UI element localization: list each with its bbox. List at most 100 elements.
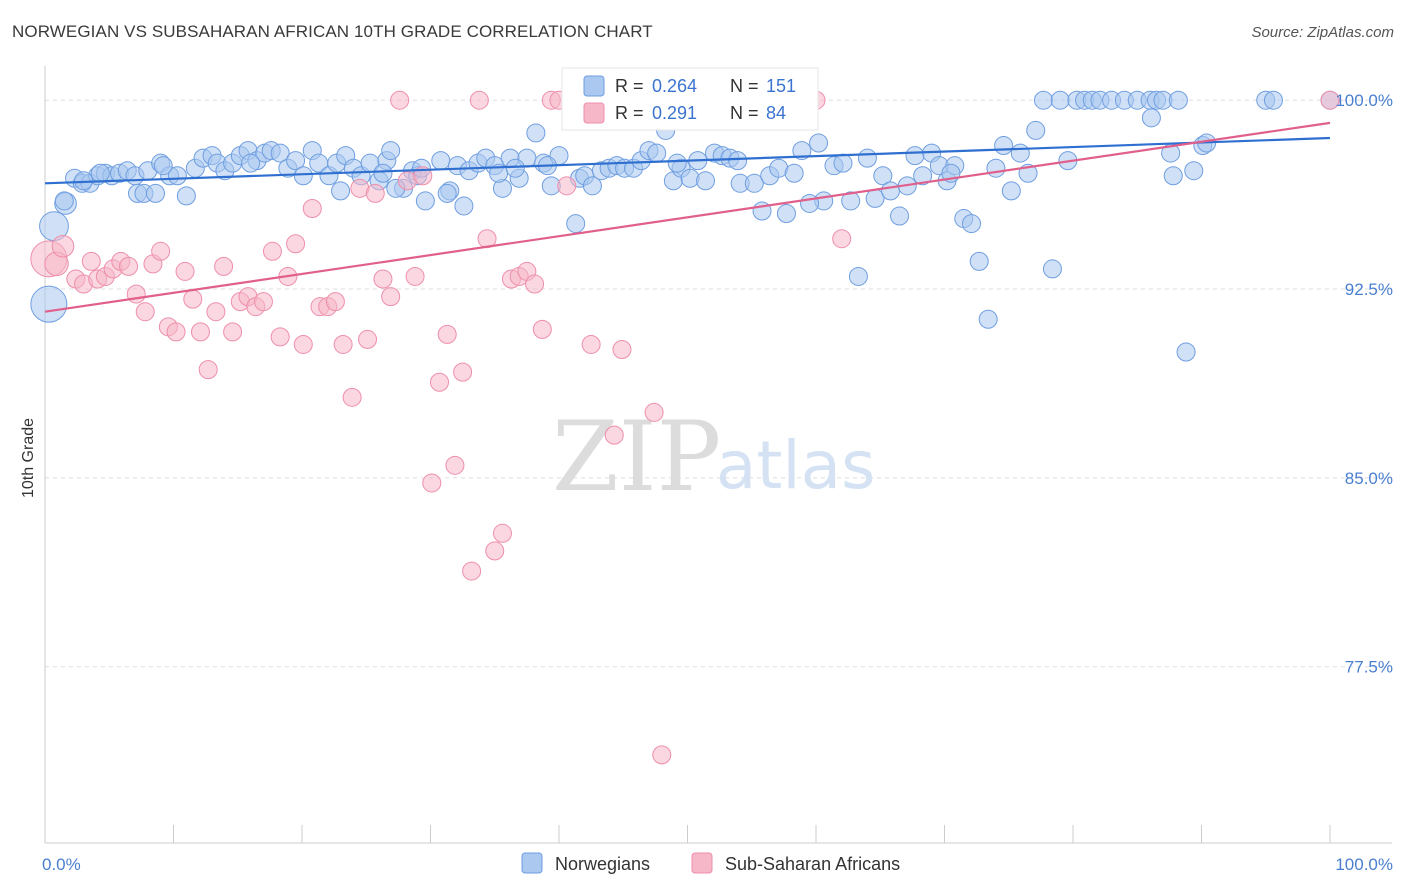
subsaharan-point [51, 234, 75, 258]
subsaharan-point [557, 176, 577, 196]
subsaharan-point [485, 541, 505, 561]
subsaharan-point [437, 324, 457, 344]
norwegian-point [437, 183, 457, 203]
norwegian-point [986, 158, 1006, 178]
legend-n-label-norwegians: N = [730, 76, 759, 96]
subsaharan-point [342, 387, 362, 407]
norwegian-point [454, 196, 474, 216]
subsaharan-point [198, 360, 218, 380]
y-axis-label: 10th Grade [20, 418, 37, 498]
norwegian-point [331, 181, 351, 201]
legend-r-value-subsaharan: 0.291 [652, 103, 697, 123]
norwegian-point [526, 123, 546, 143]
norwegian-point [566, 214, 586, 234]
norwegian-point [286, 151, 306, 171]
norwegian-point [728, 151, 748, 171]
subsaharan-point [525, 274, 545, 294]
norwegian-point [978, 309, 998, 329]
norwegian-point [1184, 161, 1204, 181]
y-tick-label: 77.5% [1345, 658, 1393, 677]
subsaharan-point [183, 289, 203, 309]
norwegian-point [167, 166, 187, 186]
y-tick-label: 100.0% [1335, 91, 1393, 110]
subsaharan-point [652, 745, 672, 765]
legend-top-box [561, 67, 819, 131]
norwegian-point [1168, 90, 1188, 110]
norwegian-point [961, 214, 981, 234]
norwegian-point [1050, 90, 1070, 110]
legend-label-norwegians: Norwegians [555, 854, 650, 874]
legend-top: R = 0.264 N = 151 R = 0.291 N = 84 [561, 67, 819, 131]
subsaharan-point [422, 473, 442, 493]
subsaharan-point [175, 261, 195, 281]
y-tick-labels: 100.0% 92.5% 85.0% 77.5% [1335, 91, 1393, 677]
watermark-atlas: atlas [716, 427, 876, 504]
trend-lines [44, 121, 1331, 313]
norwegian-point [373, 163, 393, 183]
norwegian-point [1176, 342, 1196, 362]
subsaharan-point [373, 269, 393, 289]
subsaharan-point [365, 183, 385, 203]
norwegian-point [146, 183, 166, 203]
subsaharan-point [253, 292, 273, 312]
subsaharan-point [223, 322, 243, 342]
subsaharan-point [81, 251, 101, 271]
norwegian-point [30, 285, 68, 323]
norwegian-point [848, 266, 868, 286]
norwegian-point [176, 186, 196, 206]
subsaharan-point [190, 322, 210, 342]
subsaharan-point [206, 302, 226, 322]
trend-line-subsaharan [44, 121, 1331, 313]
norwegian-point [1163, 166, 1183, 186]
norwegian-point [1033, 90, 1053, 110]
subsaharan-point [612, 339, 632, 359]
legend-swatch-subsaharan [691, 852, 713, 874]
norwegian-point [1001, 181, 1021, 201]
y-tick-label: 92.5% [1345, 280, 1393, 299]
x-tick-labels: 0.0% 100.0% [42, 855, 1393, 874]
subsaharan-point [135, 302, 155, 322]
norwegian-point [800, 193, 820, 213]
norwegian-point [381, 141, 401, 161]
subsaharan-point [214, 256, 234, 276]
norwegian-point [969, 251, 989, 271]
watermark-zip: ZIP [552, 401, 721, 513]
norwegian-point [647, 143, 667, 163]
subsaharan-point [604, 425, 624, 445]
grid-lines [45, 99, 1392, 668]
subsaharan-point [166, 322, 186, 342]
subsaharan-point [413, 166, 433, 186]
norwegian-point [667, 153, 687, 173]
norwegian-point [873, 166, 893, 186]
norwegian-point [1263, 90, 1283, 110]
subsaharan-point [644, 402, 664, 422]
subsaharan-point [270, 327, 290, 347]
subsaharan-point [358, 329, 378, 349]
subsaharan-point [262, 241, 282, 261]
axes [44, 66, 1392, 844]
subsaharan-point [492, 523, 512, 543]
norwegian-point [241, 153, 261, 173]
subsaharan-point [325, 292, 345, 312]
norwegian-point [776, 204, 796, 224]
norwegian-point [153, 156, 173, 176]
norwegian-point [792, 141, 812, 161]
x-tick-label: 0.0% [42, 855, 81, 874]
legend-label-subsaharan: Sub-Saharan Africans [725, 854, 900, 874]
legend-r-label-subsaharan: R = [615, 103, 644, 123]
norwegian-point [1141, 108, 1161, 128]
legend-bottom: Norwegians Sub-Saharan Africans [521, 852, 900, 874]
subsaharan-point [126, 284, 146, 304]
norwegian-point [582, 176, 602, 196]
legend-n-value-subsaharan: 84 [766, 103, 786, 123]
norwegian-point [913, 166, 933, 186]
norwegian-point [841, 191, 861, 211]
norwegian-point [54, 191, 74, 211]
norwegian-point [784, 163, 804, 183]
subsaharan-point [581, 334, 601, 354]
subsaharan-point [405, 266, 425, 286]
watermark: ZIP atlas [552, 401, 876, 513]
subsaharan-point [390, 90, 410, 110]
norwegian-point [881, 181, 901, 201]
subsaharan-point [532, 319, 552, 339]
